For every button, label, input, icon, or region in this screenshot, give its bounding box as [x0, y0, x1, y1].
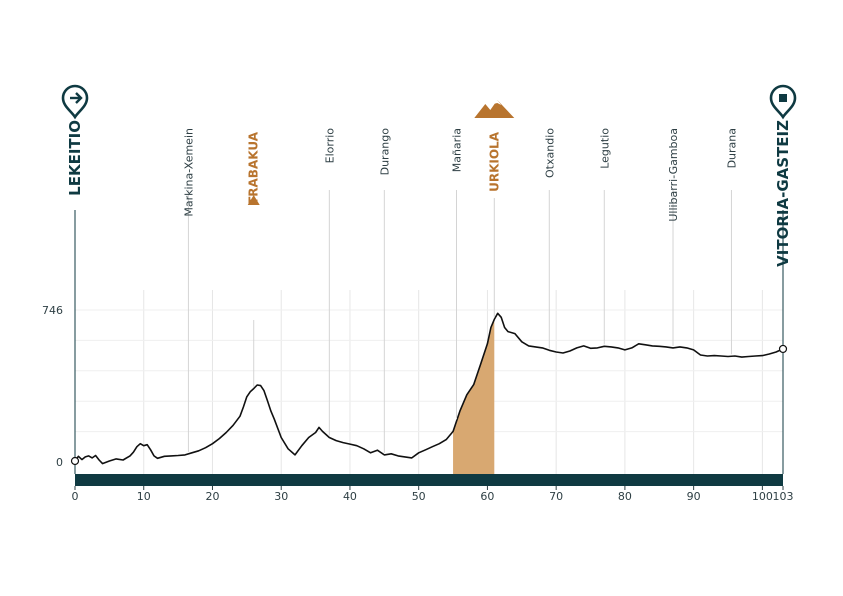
x-tick-label: 20 — [205, 490, 219, 503]
mountain-snow — [493, 100, 502, 105]
y-tick-label: 746 — [42, 304, 63, 317]
finish-square-pin-icon — [769, 84, 797, 120]
start-point — [70, 456, 80, 466]
x-tick-label: 80 — [618, 490, 632, 503]
start-label: LEKEITIO — [66, 120, 84, 196]
climb-label: URKIOLA — [487, 131, 501, 192]
grid-lines — [75, 290, 783, 474]
x-tick-label: 100 — [752, 490, 773, 503]
profile-layer — [74, 312, 784, 465]
base-bar — [75, 474, 783, 486]
place-label: Markina-Xemein — [182, 128, 195, 217]
x-tick-label: 103 — [773, 490, 794, 503]
place-markers-layer: LEKEITIO VITORIA-GASTEIZ Markina-Xemein TRA… — [61, 84, 797, 474]
finish-square — [779, 94, 787, 102]
climb-highlight-area — [453, 319, 495, 474]
x-tick-label: 60 — [480, 490, 494, 503]
y-tick-label: 0 — [56, 456, 63, 469]
place-label: Ullibarri-Gamboa — [667, 128, 680, 222]
mountain-shape — [474, 100, 515, 118]
x-tick-label: 90 — [687, 490, 701, 503]
elevation-profile-line — [74, 312, 784, 465]
axes-layer: 0 10 20 30 40 50 60 70 80 90 100 103 0 746 — [42, 304, 794, 503]
arrow-right-pin-icon — [61, 84, 89, 120]
x-tick-label: 40 — [343, 490, 357, 503]
place-label: Durana — [725, 128, 738, 168]
mountain-icon — [474, 100, 515, 118]
x-tick-label: 10 — [137, 490, 151, 503]
place-label: Otxandio — [543, 128, 556, 178]
climb-highlight-layer — [453, 319, 495, 474]
finish-point — [778, 344, 788, 354]
place-label: Elorrio — [323, 128, 336, 164]
triangle-icon — [247, 195, 260, 205]
x-tick-label: 50 — [412, 490, 426, 503]
place-label: Durango — [378, 128, 391, 176]
climb-label: TRABAKUA — [247, 131, 261, 205]
place-label: Legutio — [598, 128, 611, 169]
arrow-head — [75, 92, 83, 104]
place-label: Mañaria — [450, 128, 463, 172]
pin-outline — [61, 84, 89, 120]
x-tick-label: 70 — [549, 490, 563, 503]
x-tick-label: 30 — [274, 490, 288, 503]
finish-label: VITORIA-GASTEIZ — [774, 120, 792, 267]
x-tick-label: 0 — [72, 490, 79, 503]
